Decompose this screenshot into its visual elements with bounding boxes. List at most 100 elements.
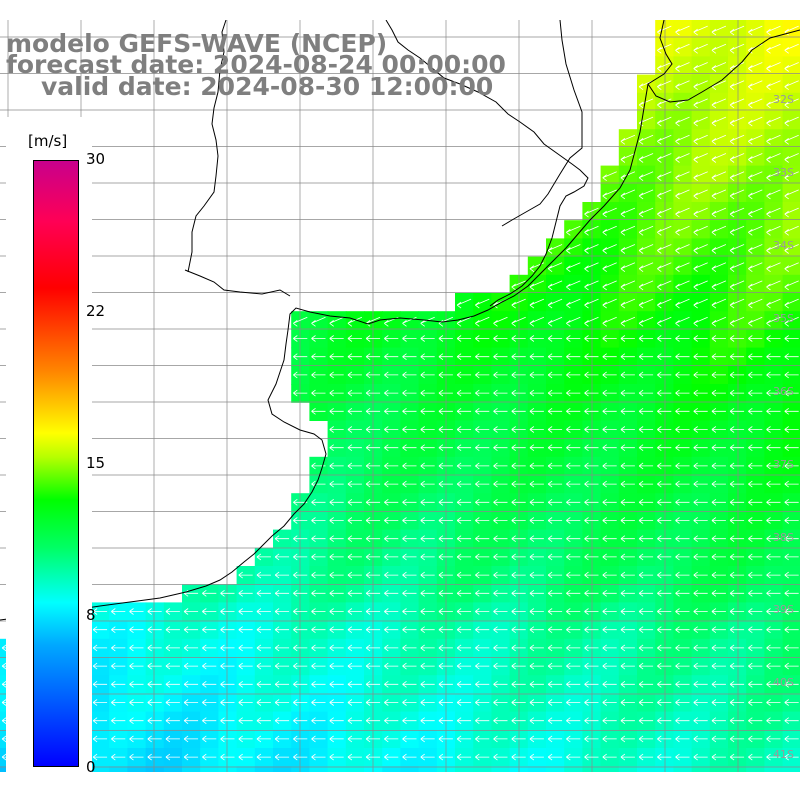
wind-arrow [638,262,654,273]
wind-arrow [402,662,417,670]
wind-arrow [711,207,727,218]
wind-speed-cell [673,766,693,772]
wind-arrow [311,462,326,470]
wind-arrow [293,316,308,327]
wind-arrow [547,244,563,254]
wind-arrow [675,371,690,379]
wind-arrow [711,335,726,342]
wind-arrow [657,335,672,342]
wind-arrow [638,644,654,652]
wind-arrow [748,371,763,379]
wind-arrow [711,680,726,688]
wind-arrow [438,699,453,706]
wind-arrow [784,662,799,670]
wind-arrow [384,335,399,342]
wind-arrow [438,644,453,652]
colorbar-tick-8: 8 [86,606,96,624]
wind-arrow [748,280,763,291]
wind-arrow [493,389,508,397]
wind-arrow [675,207,690,218]
wind-arrow [529,407,544,415]
wind-speed-cell [564,766,583,772]
wind-arrow [620,280,636,291]
wind-arrow [620,444,635,452]
wind-arrow [420,589,435,597]
wind-arrow [202,589,217,597]
wind-arrow [620,207,636,218]
wind-arrow [766,25,781,36]
wind-arrow [784,480,799,488]
wind-arrow [293,662,308,670]
wind-arrow [329,517,344,524]
wind-arrow [493,753,508,761]
wind-speed-cell [618,766,638,772]
wind-arrow [784,680,799,688]
wind-arrow [748,225,763,236]
wind-arrow [529,498,544,506]
wind-arrow [584,553,599,561]
wind-speed-cell [527,766,547,772]
wind-arrow [784,753,799,761]
wind-arrow [766,444,781,452]
wind-arrow [729,316,745,327]
wind-arrow [729,553,745,561]
wind-arrow [402,426,417,433]
wind-arrow [693,353,708,361]
wind-arrow [693,426,708,433]
wind-arrow [92,626,108,634]
wind-arrow [602,262,617,273]
wind-arrow [620,753,635,761]
wind-arrow [384,480,399,488]
wind-arrow [420,407,435,415]
wind-arrow [529,753,544,761]
wind-arrow [274,589,290,597]
wind-arrow [711,444,726,452]
wind-arrow [547,608,563,615]
wind-arrows [1,25,799,772]
wind-arrow [456,444,472,452]
wind-arrow [384,553,399,561]
wind-arrow [566,262,581,273]
wind-speed-cell [455,766,474,772]
wind-arrow [711,699,726,706]
wind-arrow [311,371,326,379]
wind-arrow [766,98,781,109]
wind-arrow [402,371,417,379]
wind-arrow [384,498,399,506]
wind-arrow [729,207,745,218]
wind-arrow [311,498,326,506]
wind-arrow [438,498,453,506]
wind-arrow [420,426,435,433]
wind-speed-cell [91,766,110,772]
wind-arrow [129,608,144,615]
wind-arrow [675,498,690,506]
wind-arrow [547,680,563,688]
wind-arrow [347,644,362,652]
wind-arrow [693,171,708,182]
wind-arrow [475,553,490,561]
wind-arrow [129,699,144,706]
wind-speed-cell [600,766,620,772]
wind-arrow [293,517,308,524]
wind-speed-cell [145,766,165,772]
wind-arrow [256,662,271,670]
wind-arrow [748,298,763,309]
wind-arrow [784,535,799,543]
wind-arrow [547,662,563,670]
wind-arrow [256,735,271,743]
wind-arrow [784,116,799,127]
wind-arrow [657,553,672,561]
wind-arrow [438,571,453,579]
wind-arrow [311,644,326,652]
wind-arrow [693,626,708,634]
wind-arrow [293,753,308,761]
wind-arrow [420,571,435,579]
wind-arrow [584,498,599,506]
map-area[interactable] [0,20,800,772]
wind-arrow [766,207,781,218]
wind-arrow [766,371,781,379]
wind-arrow [529,389,544,397]
wind-arrow [529,298,545,309]
wind-arrow [784,62,799,72]
wind-arrow [584,207,599,218]
